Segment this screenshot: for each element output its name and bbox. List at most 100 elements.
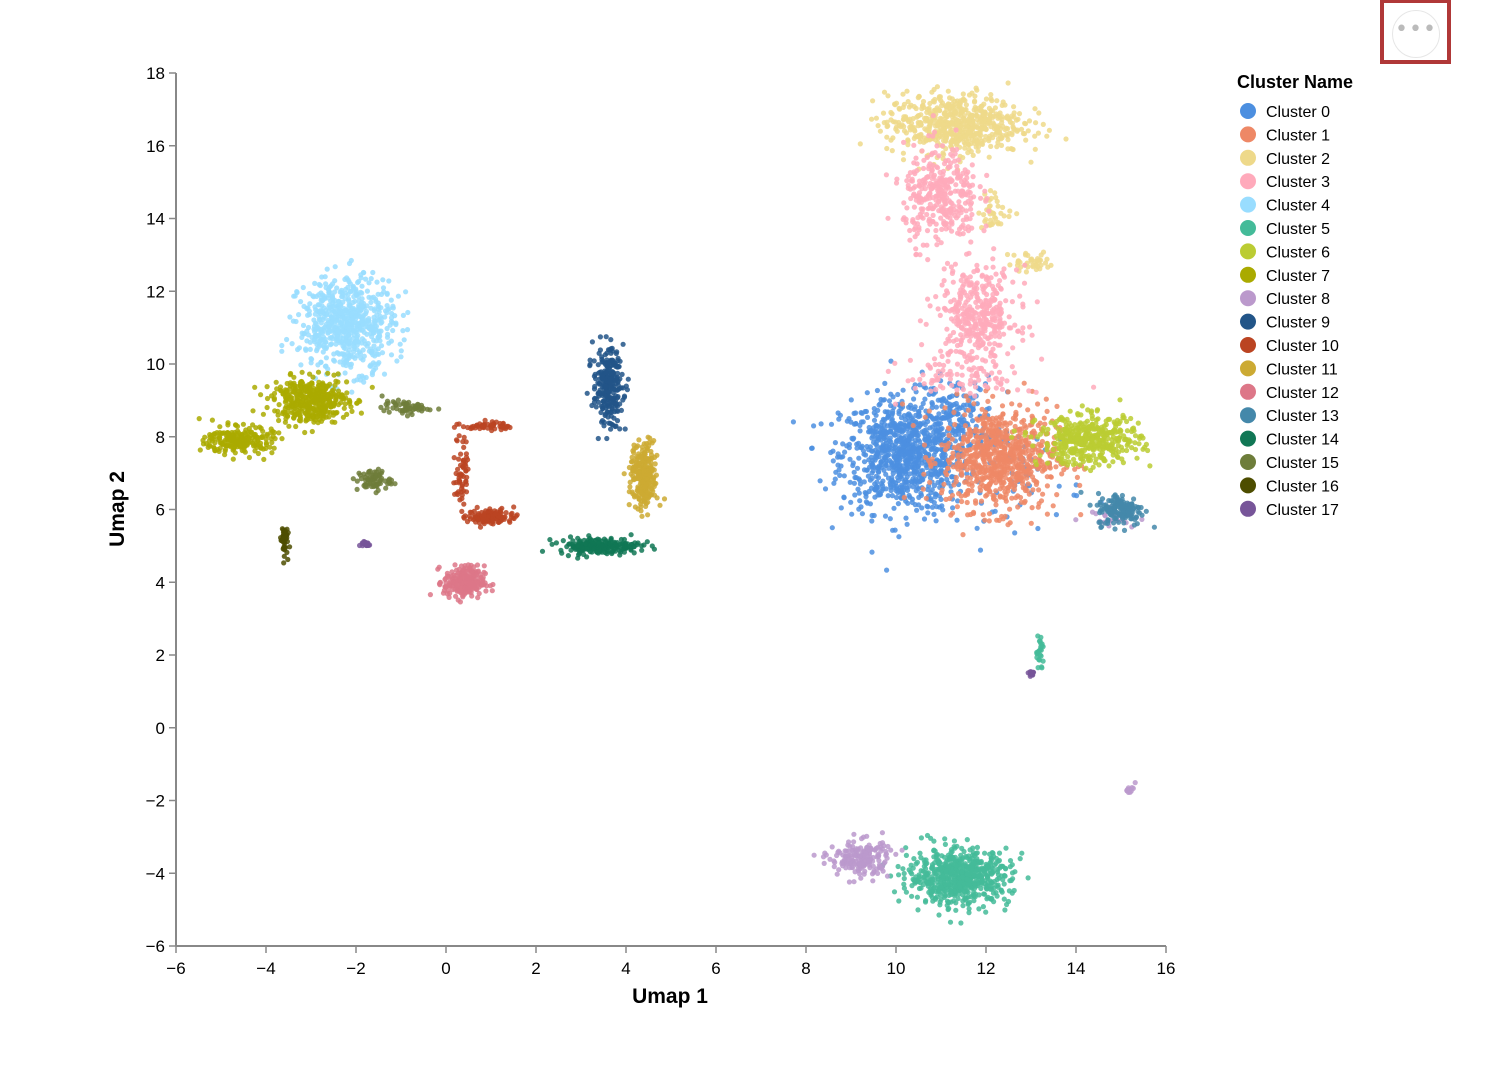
scatter-point	[875, 407, 881, 413]
scatter-point	[900, 104, 906, 110]
scatter-point	[988, 421, 994, 427]
scatter-point	[321, 293, 327, 299]
scatter-point	[1029, 413, 1035, 419]
scatter-point	[388, 315, 395, 321]
scatter-point	[948, 888, 954, 895]
scatter-point	[995, 872, 1002, 878]
scatter-point	[909, 178, 916, 184]
scatter-point	[1074, 474, 1080, 480]
scatter-point	[1000, 99, 1006, 105]
scatter-point	[983, 198, 989, 204]
scatter-point	[350, 305, 356, 311]
scatter-point	[1009, 495, 1015, 501]
scatter-point	[380, 277, 386, 283]
scatter-point	[918, 206, 924, 212]
scatter-point	[969, 483, 975, 489]
scatter-point	[904, 88, 910, 94]
scatter-point	[929, 446, 935, 452]
scatter-point	[1022, 120, 1028, 126]
scatter-point	[943, 104, 949, 110]
scatter-point	[861, 459, 868, 465]
scatter-point	[1006, 213, 1012, 220]
scatter-point	[964, 499, 970, 506]
scatter-point	[942, 292, 948, 298]
scatter-point	[968, 511, 974, 518]
scatter-point	[1011, 104, 1017, 110]
scatter-point	[991, 324, 997, 330]
scatter-point	[1014, 211, 1020, 217]
scatter-point	[996, 428, 1002, 434]
scatter-point	[864, 390, 870, 396]
scatter-point	[892, 401, 899, 407]
scatter-point	[875, 123, 881, 129]
scatter-point	[886, 398, 893, 404]
scatter-point	[364, 318, 370, 324]
scatter-point	[1007, 506, 1013, 512]
scatter-point	[929, 504, 936, 510]
scatter-point	[990, 358, 996, 365]
scatter-point	[951, 401, 957, 408]
scatter-point	[998, 887, 1004, 893]
scatter-point	[381, 371, 388, 377]
scatter-point	[331, 351, 337, 357]
scatter-point	[1115, 436, 1121, 442]
scatter-point	[930, 424, 936, 430]
scatter-point	[952, 421, 958, 428]
scatter-point	[978, 858, 984, 865]
scatter-point	[914, 894, 921, 900]
scatter-point	[953, 474, 959, 481]
scatter-point	[955, 106, 961, 112]
scatter-point	[988, 883, 995, 890]
scatter-point	[1044, 256, 1050, 262]
scatter-point	[939, 353, 945, 359]
scatter-point	[1019, 850, 1025, 856]
scatter-point	[947, 919, 954, 925]
scatter-point	[934, 857, 940, 863]
scatter-point	[974, 87, 980, 93]
scatter-point	[957, 102, 963, 108]
scatter-point	[1016, 471, 1022, 477]
scatter-point	[936, 912, 942, 918]
scatter-point	[360, 357, 366, 363]
scatter-point	[918, 422, 924, 428]
scatter-point	[967, 381, 973, 387]
scatter-point	[1036, 257, 1042, 263]
scatter-point	[948, 131, 954, 137]
scatter-point	[933, 518, 939, 524]
scatter-point	[380, 285, 387, 291]
scatter-point	[1003, 298, 1009, 304]
scatter-point	[999, 324, 1005, 330]
scatter-point	[994, 98, 1000, 104]
scatter-point	[350, 354, 356, 360]
scatter-point	[973, 500, 979, 506]
scatter-point	[911, 469, 917, 475]
scatter-point	[292, 293, 298, 299]
scatter-point	[992, 353, 998, 359]
scatter-point	[974, 304, 981, 310]
scatter-point	[1009, 862, 1015, 868]
scatter-point	[364, 331, 370, 337]
scatter-point	[956, 199, 962, 205]
scatter-point	[1031, 258, 1037, 264]
scatter-point	[289, 341, 295, 347]
scatter-point	[942, 128, 948, 135]
scatter-point	[943, 868, 949, 874]
scatter-point	[1017, 402, 1023, 408]
scatter-point	[368, 299, 374, 305]
scatter-point	[913, 246, 919, 252]
scatter-point	[985, 121, 991, 127]
scatter-point	[974, 525, 980, 531]
scatter-point	[1004, 470, 1010, 476]
scatter-point	[903, 515, 909, 521]
scatter-point	[945, 88, 951, 94]
scatter-point	[990, 264, 996, 270]
scatter-point	[946, 394, 953, 400]
scatter-point	[937, 178, 943, 184]
scatter-point	[930, 113, 936, 119]
scatter-point	[911, 445, 917, 451]
scatter-point	[933, 870, 939, 876]
scatter-point	[1005, 389, 1011, 395]
scatter-point	[928, 388, 934, 394]
scatter-point	[933, 439, 939, 446]
scatter-point	[884, 567, 890, 573]
